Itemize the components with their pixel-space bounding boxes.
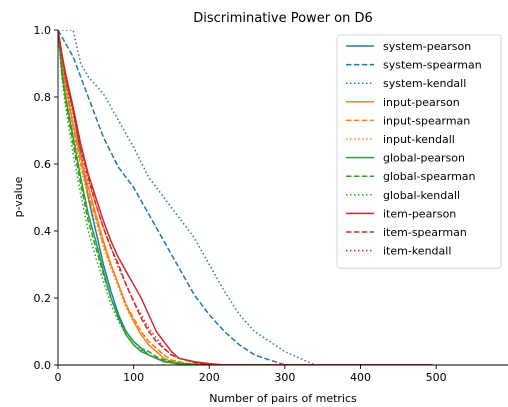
x-tick-label: 500 [426, 371, 447, 384]
legend-box [336, 34, 502, 269]
y-tick-label: 0.2 [34, 292, 52, 305]
series-lines [58, 30, 433, 365]
chart-title: Discriminative Power on D6 [193, 11, 373, 26]
x-tick-label: 300 [274, 371, 295, 384]
legend-label: global-pearson [383, 152, 465, 165]
legend-label: input-kendall [383, 133, 455, 146]
axes: 0 100 200 300 400 500 0.0 0.2 0.4 0.6 0.8 1.0 [34, 24, 508, 384]
legend: system-pearson system-spearman system-kend… [336, 34, 502, 269]
y-tick-label: 0.8 [34, 91, 52, 104]
x-tick-label: 400 [350, 371, 371, 384]
x-tick-label: 100 [123, 371, 144, 384]
legend-label: system-spearman [383, 59, 482, 72]
series-line-input-kendall [58, 30, 433, 365]
series-line-system-kendall [58, 30, 433, 365]
series-line-system-spearman [58, 30, 433, 365]
legend-label: global-spearman [383, 170, 476, 183]
x-axis-label: Number of pairs of metrics [209, 392, 357, 405]
legend-label: system-kendall [383, 77, 466, 90]
legend-label: global-kendall [383, 189, 460, 202]
x-tick-label: 200 [199, 371, 220, 384]
legend-label: input-spearman [383, 114, 470, 127]
legend-label: item-kendall [383, 245, 451, 258]
series-line-global-kendall [58, 30, 433, 365]
x-tick-label: 0 [55, 371, 62, 384]
legend-label: item-spearman [383, 226, 467, 239]
y-tick-label: 0.6 [34, 158, 52, 171]
y-tick-label: 1.0 [34, 24, 52, 37]
legend-label: system-pearson [383, 40, 471, 53]
y-tick-label: 0.4 [34, 225, 52, 238]
y-axis-label: p-value [12, 176, 25, 217]
legend-label: input-pearson [383, 96, 460, 109]
series-line-global-spearman [58, 30, 433, 365]
y-tick-label: 0.0 [34, 359, 52, 372]
legend-label: item-pearson [383, 207, 456, 220]
plot-area [58, 30, 433, 365]
series-line-item-kendall [58, 30, 433, 365]
